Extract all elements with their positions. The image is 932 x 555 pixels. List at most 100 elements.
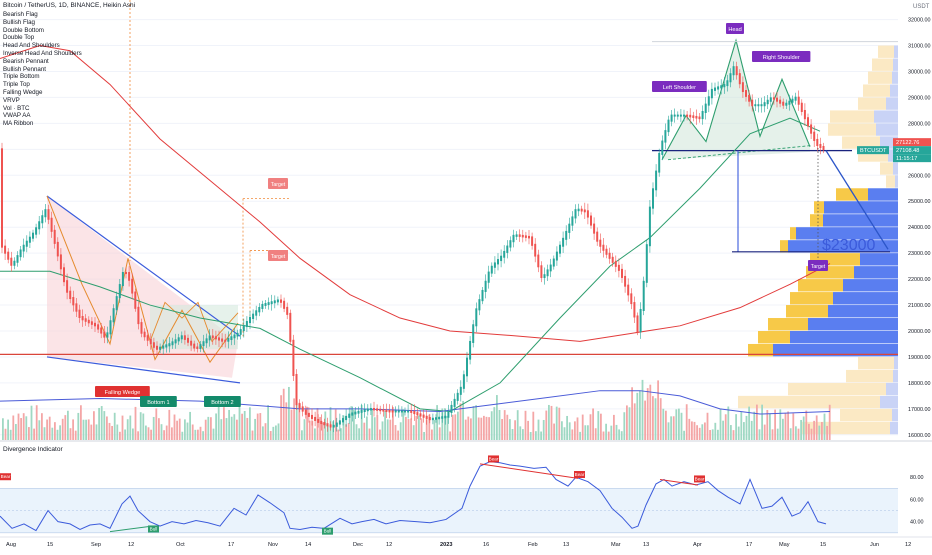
volume-bar bbox=[392, 407, 394, 440]
volume-bar bbox=[735, 414, 737, 440]
oscillator-title[interactable]: Divergence Indicator bbox=[3, 446, 63, 453]
pattern-target-label: Target bbox=[811, 264, 826, 270]
candle bbox=[710, 88, 713, 99]
volume-bar bbox=[701, 424, 704, 440]
candle bbox=[190, 340, 193, 346]
divergence-line bbox=[109, 525, 153, 533]
candle bbox=[276, 299, 279, 303]
candle bbox=[180, 335, 183, 340]
volume-profile-bar bbox=[810, 214, 823, 227]
divergence-signal: Bear bbox=[695, 476, 705, 481]
indicator-item[interactable]: Vol · BTC bbox=[3, 104, 30, 112]
candle bbox=[72, 297, 75, 306]
candle bbox=[301, 406, 304, 412]
volume-bar bbox=[246, 417, 249, 440]
candle bbox=[583, 209, 586, 213]
candle bbox=[128, 272, 131, 281]
volume-bar bbox=[477, 417, 480, 440]
volume-bar bbox=[139, 412, 142, 440]
indicator-item[interactable]: Triple Top bbox=[3, 81, 30, 89]
volume-bar bbox=[168, 409, 171, 440]
indicator-item[interactable]: Bearish Pennant bbox=[3, 57, 49, 65]
volume-bar bbox=[808, 423, 810, 440]
volume-bar bbox=[493, 407, 496, 440]
volume-bar bbox=[823, 413, 826, 440]
indicator-item[interactable]: VWAP AA bbox=[3, 112, 31, 120]
volume-bar bbox=[337, 429, 340, 440]
candle bbox=[205, 338, 208, 344]
candle bbox=[224, 339, 227, 342]
candle bbox=[304, 409, 307, 415]
volume-bar bbox=[155, 408, 158, 440]
volume-bar bbox=[795, 426, 797, 440]
price-tick: 22000.00 bbox=[908, 277, 930, 283]
volume-bar bbox=[308, 420, 311, 440]
volume-profile-bar bbox=[868, 71, 892, 84]
countdown-tag-bg bbox=[893, 154, 931, 163]
candle bbox=[791, 98, 794, 103]
divergence-signal: Bull bbox=[150, 526, 158, 531]
candle bbox=[528, 235, 530, 239]
volume-profile-bar bbox=[874, 110, 898, 123]
candles bbox=[1, 61, 825, 433]
volume-bar bbox=[25, 416, 28, 440]
pattern-label-falling-wedge-box bbox=[95, 386, 150, 397]
volume-bar bbox=[236, 419, 238, 440]
divergence-line bbox=[479, 463, 579, 479]
volume-bar bbox=[303, 419, 306, 440]
volume-bar bbox=[381, 421, 384, 440]
candle bbox=[543, 274, 546, 279]
indicator-item[interactable]: Falling Wedge bbox=[3, 88, 43, 96]
candle bbox=[211, 335, 214, 339]
candle bbox=[490, 265, 493, 274]
candle bbox=[537, 254, 540, 268]
indicator-item[interactable]: VRVP bbox=[3, 96, 20, 104]
volume-bar bbox=[397, 430, 399, 440]
indicator-item[interactable]: Bearish Flag bbox=[3, 11, 38, 18]
volume-bar bbox=[134, 406, 137, 440]
candle bbox=[636, 315, 639, 333]
candle bbox=[512, 234, 515, 243]
candle bbox=[608, 252, 611, 259]
candle bbox=[214, 336, 217, 340]
indicator-item[interactable]: Double Bottom bbox=[3, 26, 44, 34]
candle bbox=[227, 337, 230, 342]
candle bbox=[717, 86, 720, 90]
volume-bar bbox=[95, 424, 98, 440]
indicator-item[interactable]: Bullish Pennant bbox=[3, 65, 46, 73]
pattern-target-label: Target bbox=[271, 254, 286, 260]
volume-bar bbox=[217, 406, 220, 440]
pattern-label-right-shoulder: Right Shoulder bbox=[763, 55, 800, 61]
indicator-item[interactable]: Head And Shoulders bbox=[3, 42, 60, 50]
volume-bar bbox=[384, 410, 386, 440]
volume-bar bbox=[438, 427, 441, 440]
candle bbox=[686, 114, 689, 117]
volume-bar bbox=[425, 419, 428, 440]
candle bbox=[763, 102, 766, 107]
candle bbox=[757, 104, 760, 107]
chart-title[interactable]: Bitcoin / TetherUS, 1D, BINANCE, Heikin … bbox=[3, 2, 136, 9]
volume-bar bbox=[618, 429, 620, 440]
volume-bar bbox=[441, 408, 444, 440]
indicator-item[interactable]: Double Top bbox=[3, 34, 35, 42]
volume-bar bbox=[685, 404, 688, 440]
volume-bar bbox=[496, 395, 498, 440]
volume-bar bbox=[652, 396, 654, 440]
indicator-item[interactable]: Inverse Head And Shoulders bbox=[3, 49, 82, 57]
time-tick: Jun bbox=[870, 542, 879, 548]
candle bbox=[453, 398, 456, 407]
time-tick: Feb bbox=[528, 542, 538, 548]
indicator-item[interactable]: Triple Bottom bbox=[3, 73, 40, 81]
candle bbox=[199, 344, 202, 349]
time-tick: 17 bbox=[746, 542, 752, 548]
indicator-item[interactable]: Bullish Flag bbox=[3, 18, 35, 26]
indicator-item[interactable]: MA Ribbon bbox=[3, 120, 34, 128]
volume-bar bbox=[212, 428, 215, 440]
volume-bar bbox=[709, 430, 711, 440]
volume-bar bbox=[379, 429, 381, 440]
volume-bar bbox=[176, 420, 178, 440]
volume-bar bbox=[568, 422, 571, 440]
candle bbox=[131, 278, 134, 294]
